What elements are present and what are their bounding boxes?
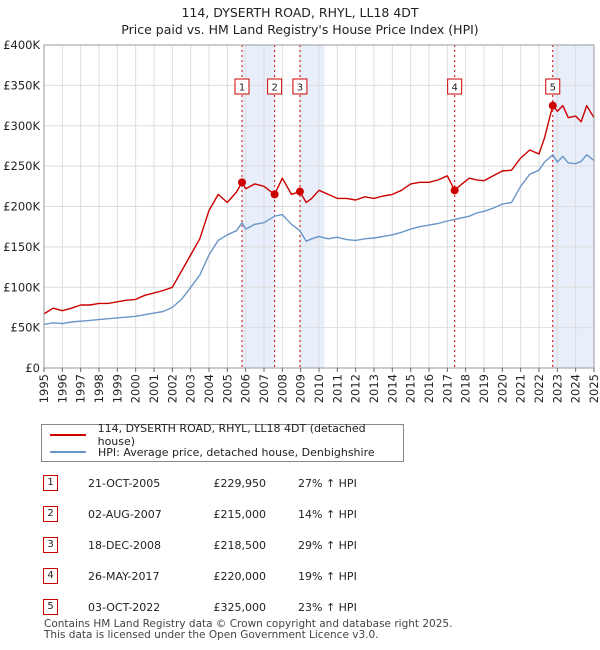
y-tick-label: £50K <box>11 321 41 335</box>
sale-point <box>548 101 557 110</box>
sale-number-badge: 2 <box>43 506 58 522</box>
sale-hpi-diff: 27% ↑ HPI <box>298 477 357 490</box>
sale-label: 1 <box>239 83 245 94</box>
x-tick-label: 1997 <box>74 374 88 403</box>
legend-label-property: 114, DYSERTH ROAD, RHYL, LL18 4DT (detac… <box>97 422 366 448</box>
x-tick-label: 1998 <box>92 374 106 403</box>
x-tick-label: 2009 <box>294 374 308 403</box>
sale-label: 2 <box>271 83 277 94</box>
x-tick-label: 2007 <box>257 374 271 403</box>
chart-title: 114, DYSERTH ROAD, RHYL, LL18 4DT Price … <box>0 4 600 38</box>
footer-line-2: This data is licensed under the Open Gov… <box>44 629 379 641</box>
x-tick-label: 2022 <box>532 374 546 403</box>
x-tick-label: 2017 <box>440 374 454 403</box>
sale-label-box <box>447 78 463 95</box>
sale-price: £325,000 <box>213 601 267 614</box>
x-tick-label: 2023 <box>550 374 564 403</box>
sale-hpi-diff: 23% ↑ HPI <box>298 601 357 614</box>
x-tick-label: 2002 <box>165 374 179 403</box>
y-tick-label: £300K <box>3 119 40 133</box>
x-tick-label: 2012 <box>349 374 363 403</box>
x-tick-label: 1995 <box>37 374 51 403</box>
sale-price: £215,000 <box>213 508 267 521</box>
table-row: 1 21-OCT-2005 £229,950 27% ↑ HPI <box>0 472 600 496</box>
sale-date: 26-MAY-2017 <box>88 570 160 583</box>
title-line-2: Price paid vs. HM Land Registry's House … <box>121 22 479 37</box>
x-tick-label: 1999 <box>110 374 124 403</box>
x-tick-label: 2000 <box>129 374 143 403</box>
x-tick-label: 2016 <box>422 374 436 403</box>
y-tick-label: £200K <box>3 200 40 214</box>
sale-date: 21-OCT-2005 <box>88 477 161 490</box>
footer-attribution: Contains HM Land Registry data © Crown c… <box>44 619 452 641</box>
sale-label-box <box>545 78 561 95</box>
x-tick-label: 2020 <box>495 374 509 403</box>
y-tick-label: £350K <box>3 78 40 92</box>
sale-price: £229,950 <box>213 477 267 490</box>
sale-label: 3 <box>297 83 303 94</box>
x-tick-label: 2011 <box>330 374 344 403</box>
sale-date: 18-DEC-2008 <box>88 539 162 552</box>
table-row: 5 03-OCT-2022 £325,000 23% ↑ HPI <box>0 596 600 620</box>
x-tick-label: 2006 <box>239 374 253 403</box>
x-tick-label: 2004 <box>202 374 216 403</box>
legend: 114, DYSERTH ROAD, RHYL, LL18 4DT (detac… <box>41 422 404 462</box>
x-tick-label: 2019 <box>477 374 491 403</box>
x-tick-label: 2025 <box>587 374 600 403</box>
sale-number-badge: 4 <box>43 568 58 584</box>
sale-number-badge: 3 <box>43 537 58 553</box>
series-line <box>43 154 595 326</box>
sale-point <box>295 187 304 196</box>
y-tick-label: £100K <box>3 280 40 294</box>
legend-item-hpi: HPI: Average price, detached house, Denb… <box>50 444 375 460</box>
sale-point <box>450 186 459 195</box>
sale-label-box <box>292 78 308 95</box>
sale-number-badge: 1 <box>43 475 58 491</box>
table-row: 2 02-AUG-2007 £215,000 14% ↑ HPI <box>0 503 600 527</box>
series-line <box>43 104 595 315</box>
sale-label: 5 <box>550 83 556 94</box>
sale-label-box <box>234 78 250 95</box>
sale-number-badge: 5 <box>43 599 58 615</box>
sale-hpi-diff: 29% ↑ HPI <box>298 539 357 552</box>
y-tick-label: £400K <box>3 38 40 52</box>
x-tick-label: 2015 <box>404 374 418 403</box>
sale-hpi-diff: 14% ↑ HPI <box>298 508 357 521</box>
x-tick-label: 2013 <box>367 374 381 403</box>
title-line-1: 114, DYSERTH ROAD, RHYL, LL18 4DT <box>181 5 419 20</box>
sale-label: 4 <box>451 83 457 94</box>
sale-date: 03-OCT-2022 <box>88 601 161 614</box>
legend-swatch-hpi <box>50 451 86 453</box>
y-tick-label: £0 <box>25 361 40 375</box>
x-tick-label: 2018 <box>459 374 473 403</box>
sale-price: £220,000 <box>213 570 267 583</box>
y-tick-label: £250K <box>3 159 40 173</box>
price-chart: 1 2 3 4 5 £0 £50K £100K £150K £200K £250K £300K £35… <box>3 38 600 403</box>
y-tick-label: £150K <box>3 240 40 254</box>
legend-label-hpi: HPI: Average price, detached house, Denb… <box>98 445 375 459</box>
legend-swatch-property <box>50 434 86 436</box>
legend-item-property: 114, DYSERTH ROAD, RHYL, LL18 4DT (detac… <box>50 422 403 448</box>
x-tick-label: 2003 <box>184 374 198 403</box>
x-tick-label: 2001 <box>147 374 161 403</box>
table-row: 3 18-DEC-2008 £218,500 29% ↑ HPI <box>0 534 600 558</box>
footer-line-1: Contains HM Land Registry data © Crown c… <box>44 618 453 630</box>
sale-date: 02-AUG-2007 <box>88 508 162 521</box>
x-tick-label: 2010 <box>312 374 326 403</box>
sale-hpi-diff: 19% ↑ HPI <box>298 570 357 583</box>
table-row: 4 26-MAY-2017 £220,000 19% ↑ HPI <box>0 565 600 589</box>
sale-point <box>270 190 279 199</box>
x-tick-label: 2024 <box>569 374 583 403</box>
sale-point <box>238 178 246 187</box>
x-tick-label: 2005 <box>220 374 234 403</box>
x-tick-label: 1996 <box>55 374 69 403</box>
sale-price: £218,500 <box>213 539 267 552</box>
sale-label-box <box>267 78 283 95</box>
x-tick-label: 2014 <box>385 374 399 403</box>
x-tick-label: 2021 <box>514 374 528 403</box>
x-tick-label: 2008 <box>275 374 289 403</box>
